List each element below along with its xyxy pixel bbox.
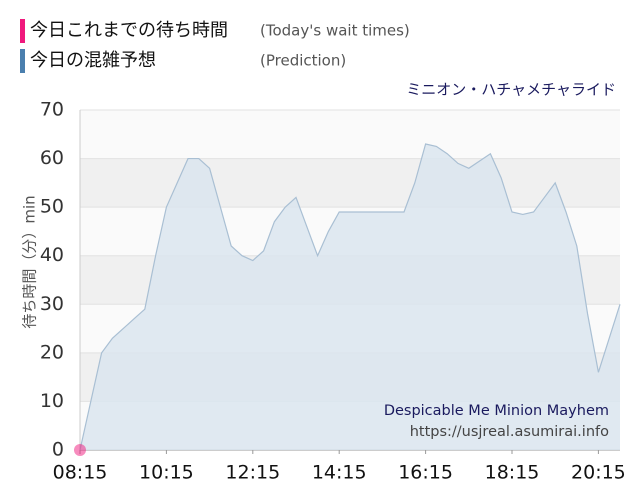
x-tick-label: 18:15 <box>485 462 540 484</box>
y-tick-label: 60 <box>40 147 64 169</box>
chart-subtitle: Despicable Me Minion Mayhem <box>384 403 609 419</box>
x-tick-label: 10:15 <box>139 462 194 484</box>
y-tick-label: 50 <box>40 196 64 218</box>
y-axis-label: 待ち時間（分）min <box>21 195 39 328</box>
source-url: https://usjreal.asumirai.info <box>410 424 609 440</box>
x-tick-label: 12:15 <box>225 462 280 484</box>
prediction-area <box>80 144 620 450</box>
prediction-line <box>79 143 621 451</box>
legend-swatch <box>20 19 25 43</box>
x-tick-label: 20:15 <box>571 462 626 484</box>
wait-time-point <box>74 444 86 456</box>
y-tick-label: 30 <box>40 293 64 315</box>
x-tick-label: 14:15 <box>312 462 367 484</box>
grid-band <box>80 158 620 208</box>
legend-note: (Today's wait times) <box>260 22 410 40</box>
y-tick-label: 10 <box>40 390 64 412</box>
legend-note: (Prediction) <box>260 52 346 70</box>
x-tick-label: 16:15 <box>398 462 453 484</box>
y-tick-label: 20 <box>40 341 64 363</box>
grid-band <box>80 110 620 159</box>
y-tick-label: 70 <box>40 99 64 121</box>
y-tick-label: 0 <box>52 439 64 461</box>
legend-swatch <box>20 49 25 73</box>
y-tick-label: 40 <box>40 244 64 266</box>
x-tick-label: 08:15 <box>53 462 108 484</box>
legend-label: 今日これまでの待ち時間 <box>30 20 228 41</box>
chart-title: ミニオン・ハチャメチャライド <box>406 81 616 99</box>
legend-label: 今日の混雑予想 <box>30 50 156 71</box>
